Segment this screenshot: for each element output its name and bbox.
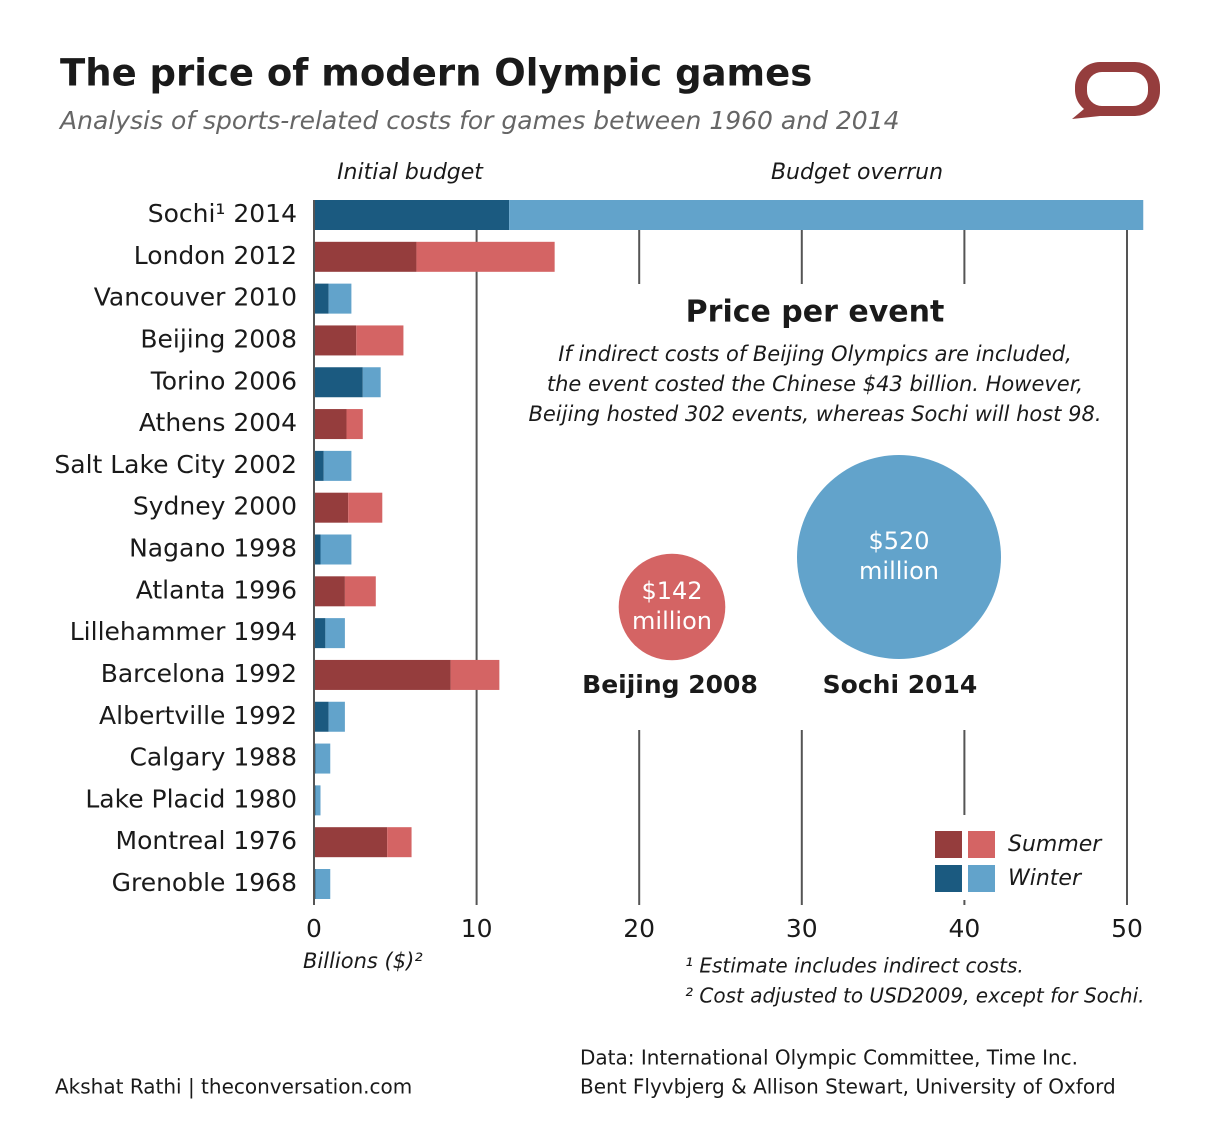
x-tick-label: 10 (461, 914, 493, 943)
bar-segment (348, 492, 383, 523)
bar-segment (314, 576, 345, 607)
bar-segment (356, 325, 404, 356)
bar-segment (346, 409, 363, 440)
legend-label: Summer (1008, 832, 1103, 857)
bars (314, 200, 1144, 899)
y-tick-label: Athens 2004 (139, 408, 297, 437)
y-tick-label: Lillehammer 1994 (70, 617, 297, 646)
y-tick-label: Nagano 1998 (129, 534, 297, 563)
legend-swatch (935, 865, 962, 892)
bar-segment (314, 325, 357, 356)
x-tick-label: 0 (306, 914, 322, 943)
bar-segment (450, 659, 500, 690)
logo (1072, 62, 1160, 119)
y-tick-label: Vancouver 2010 (94, 283, 297, 312)
bar-segment (328, 701, 345, 732)
y-tick-label: Montreal 1976 (116, 826, 297, 855)
annotations: 0 10 20 30 40 50 Billions ($)² Initial budget Bu… (54, 160, 1144, 1099)
inset-text: the event costed the Chinese $43 billion… (547, 372, 1083, 396)
bubble-label: $520 million (859, 527, 939, 585)
bar-segment (314, 492, 349, 523)
bar-segment (314, 827, 388, 858)
y-tick-label: Torino 2006 (150, 366, 297, 395)
bar-segment (325, 618, 345, 649)
credit: Akshat Rathi | theconversation.com (55, 1075, 412, 1099)
bar-segment (320, 534, 352, 565)
bar-segment (314, 659, 451, 690)
source: Bent Flyvbjerg & Allison Stewart, Univer… (580, 1075, 1116, 1099)
legend-swatch (968, 865, 995, 892)
bar-segment (387, 827, 412, 858)
bar-segment (314, 618, 326, 649)
bubble-name: Sochi 2014 (823, 670, 978, 699)
chart-title: The price of modern Olympic games (60, 52, 812, 95)
bar-segment (314, 241, 417, 272)
chart-subtitle: Analysis of sports-related costs for gam… (58, 106, 900, 135)
bar-segment (315, 869, 331, 899)
y-tick-label: Beijing 2008 (140, 324, 297, 353)
legend-label: Winter (1008, 866, 1083, 891)
x-tick-label: 40 (948, 914, 980, 943)
inset-text: Beijing hosted 302 events, whereas Sochi… (528, 402, 1101, 426)
bar-segment (314, 283, 329, 314)
bar-segment (416, 241, 555, 272)
bar-segment (314, 367, 363, 398)
source: Data: International Olympic Committee, T… (580, 1046, 1078, 1070)
bar-segment (315, 743, 331, 774)
bubble-name: Beijing 2008 (582, 670, 758, 699)
y-tick-label: Grenoble 1968 (112, 868, 297, 897)
bubble (797, 455, 1001, 659)
y-tick-label: Sydney 2000 (133, 492, 297, 521)
x-tick-label: 30 (786, 914, 818, 943)
y-tick-label: Salt Lake City 2002 (54, 450, 297, 479)
bar-segment (315, 785, 321, 816)
y-tick-label: Lake Placid 1980 (85, 784, 297, 813)
x-axis-label: Billions ($)² (303, 949, 423, 973)
bar-segment (314, 534, 321, 565)
y-tick-label: Albertville 1992 (99, 701, 297, 730)
bar-segment (314, 450, 324, 481)
inset-title: Price per event (686, 295, 945, 330)
footnote: ² Cost adjusted to USD2009, except for S… (685, 984, 1145, 1008)
bar-segment (509, 200, 1144, 230)
bubble (618, 553, 726, 661)
y-tick-label: Sochi¹ 2014 (148, 199, 297, 228)
y-tick-label: Calgary 1988 (129, 743, 297, 772)
bar-segment (362, 367, 381, 398)
bar-segment (323, 450, 352, 481)
legend-swatch (968, 831, 995, 858)
legend-swatch (935, 831, 962, 858)
x-tick-label: 50 (1111, 914, 1143, 943)
bar-segment (344, 576, 376, 607)
series-header: Budget overrun (771, 160, 943, 185)
bar-segment (328, 283, 352, 314)
bubble-label: $142 million (632, 577, 712, 635)
inset-text: If indirect costs of Beijing Olympics ar… (558, 342, 1072, 366)
bar-segment (314, 701, 329, 732)
bar-segment (314, 409, 347, 440)
inset-background (485, 284, 1120, 730)
y-tick-label: Atlanta 1996 (136, 575, 297, 604)
bar-segment (314, 200, 510, 230)
series-header: Initial budget (337, 160, 484, 185)
x-tick-label: 20 (623, 914, 655, 943)
y-tick-label: London 2012 (134, 241, 297, 270)
footnote: ¹ Estimate includes indirect costs. (685, 954, 1024, 978)
y-tick-label: Barcelona 1992 (101, 659, 297, 688)
